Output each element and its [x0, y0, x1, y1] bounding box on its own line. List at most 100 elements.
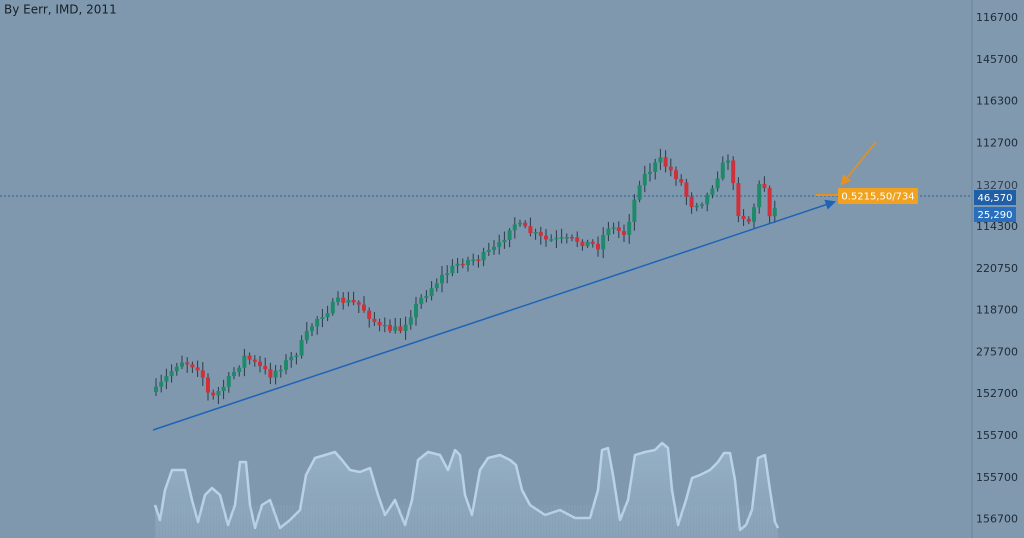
candle-body [164, 376, 169, 382]
y-axis-label: 116300 [976, 95, 1018, 108]
candle-body [689, 196, 694, 208]
candle-body [221, 386, 226, 392]
candle-body [414, 303, 418, 318]
price-tag-box [974, 207, 1016, 222]
candle-body [206, 377, 210, 393]
candle-body [237, 367, 242, 373]
candle-body [367, 310, 372, 319]
candle-body [200, 370, 205, 378]
oscillator [153, 441, 780, 538]
candle-body [559, 237, 564, 239]
candle-body [715, 178, 720, 189]
candle-body [486, 249, 491, 252]
y-axis-label: 155700 [976, 471, 1018, 484]
candle-body [507, 230, 512, 240]
candle-body [564, 236, 569, 239]
candle-body [159, 381, 164, 387]
price-tag: 46,570 [978, 193, 1013, 204]
candle-body [382, 324, 387, 327]
candle-body [616, 227, 621, 232]
candle-body [512, 224, 517, 231]
candle-body [653, 162, 658, 172]
candle-body [408, 317, 413, 325]
chart-title: By Eerr, IMD, 2011 [4, 3, 117, 17]
candle-body [278, 369, 283, 372]
candle-body [388, 324, 392, 331]
y-axis-label: 156700 [976, 513, 1018, 526]
candle-body [767, 188, 772, 217]
candle-body [304, 330, 309, 341]
candle-body [632, 199, 637, 222]
candle-body [694, 205, 699, 208]
candle-body [273, 370, 278, 378]
candle-body [575, 237, 580, 242]
candle-body [362, 304, 366, 311]
candle-body [518, 222, 522, 225]
candle-body [720, 162, 725, 179]
candle-body [424, 296, 429, 298]
candle-body [710, 188, 715, 195]
candle-body [596, 243, 600, 250]
candle-body [502, 239, 507, 243]
y-axis-label: 220750 [976, 262, 1018, 275]
candle-body [242, 355, 247, 368]
candle-body [585, 241, 590, 246]
candle-body [341, 297, 346, 303]
candle-body [554, 237, 559, 240]
candles [154, 148, 777, 405]
axis-panel [972, 0, 1024, 538]
candle-body [284, 360, 288, 370]
y-axis-label: 145700 [976, 53, 1018, 66]
candle-body [497, 242, 502, 247]
y-axis-label: 155700 [976, 429, 1018, 442]
candle-body [627, 221, 632, 235]
candle-body [533, 232, 538, 234]
candle-body [445, 273, 450, 275]
candle-body [544, 235, 548, 240]
candle-body [674, 170, 678, 179]
candle-body [601, 235, 606, 250]
candle-body [211, 392, 216, 396]
candle-body [528, 226, 533, 234]
candle-body [658, 157, 663, 163]
candle-body [377, 322, 382, 326]
candle-body [226, 375, 231, 387]
candle-body [606, 228, 611, 236]
candle-body [434, 283, 439, 289]
candle-body [372, 318, 377, 323]
candle-body [294, 355, 299, 358]
candle-body [154, 386, 158, 392]
candle-body [762, 183, 767, 189]
candle-body [263, 366, 268, 370]
candle-body [741, 215, 746, 219]
candle-body [642, 173, 647, 186]
trend-line [152, 199, 836, 431]
candle-body [684, 182, 689, 197]
candle-body [726, 160, 730, 163]
candle-body [325, 313, 330, 318]
candle-body [538, 232, 543, 236]
annotation-text: 0.5215,50/734 [841, 192, 914, 203]
candle-body [705, 194, 710, 205]
price-tag-box [974, 190, 1016, 205]
candle-body [351, 300, 356, 303]
candle-body [523, 222, 528, 227]
candle-body [315, 318, 320, 327]
y-axis-label: 152700 [976, 387, 1018, 400]
y-axis-label: 116700 [976, 11, 1018, 24]
candle-body [736, 183, 741, 216]
candle-body [492, 246, 496, 250]
candle-body [611, 227, 616, 229]
candle-body [429, 288, 434, 297]
candle-body [252, 359, 257, 362]
candle-body [330, 301, 335, 314]
candle-body [180, 362, 184, 367]
candle-body [481, 251, 486, 261]
candle-body [731, 160, 736, 184]
candle-body [440, 274, 444, 284]
y-axis-label: 114300 [976, 220, 1018, 233]
annotation-box [838, 188, 918, 204]
candle-body [772, 208, 777, 217]
candle-body [419, 297, 424, 304]
candle-body [622, 231, 626, 235]
